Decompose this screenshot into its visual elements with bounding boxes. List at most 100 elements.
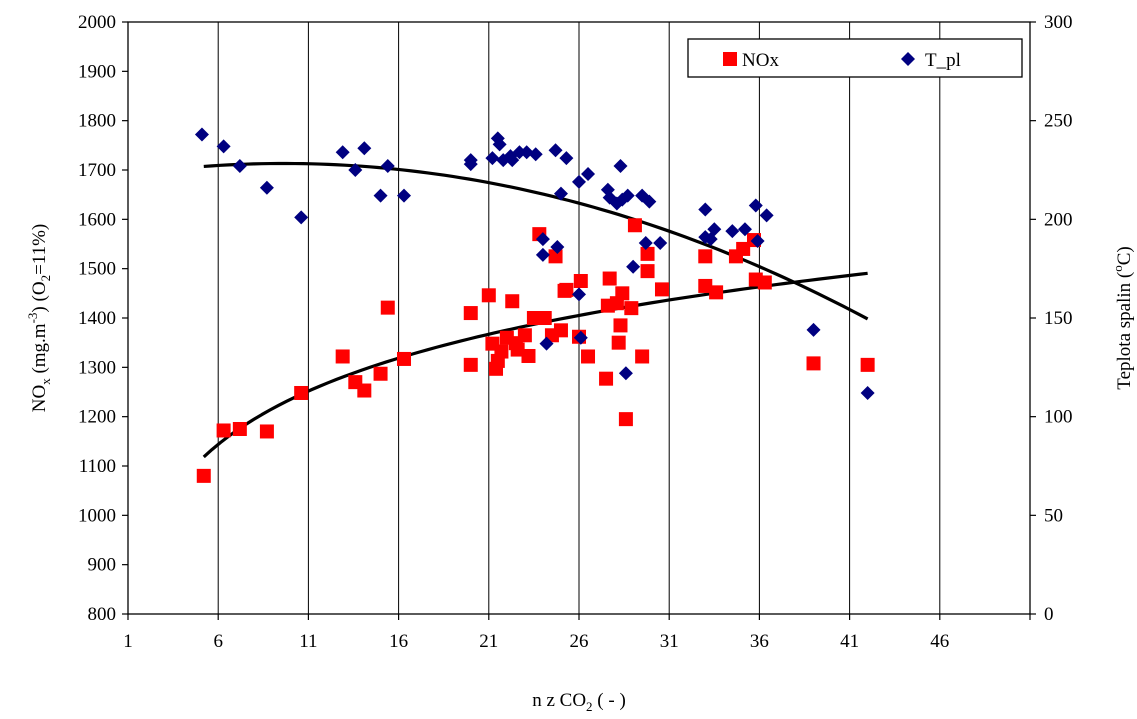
nox-point xyxy=(698,249,713,264)
x-tick-label: 46 xyxy=(930,631,949,652)
nox-point xyxy=(611,335,626,350)
tpl-point xyxy=(707,222,722,237)
x-tick-label: 41 xyxy=(840,631,859,652)
nox-point xyxy=(553,323,568,338)
nox-point xyxy=(736,241,751,256)
tpl-point xyxy=(373,188,388,203)
y-left-tick-label: 1300 xyxy=(78,357,116,378)
tpl-point xyxy=(737,222,752,237)
tpl-point xyxy=(335,145,350,160)
tpl-point xyxy=(759,208,774,223)
tpl-point xyxy=(698,202,713,217)
tpl-point xyxy=(642,194,657,209)
tpl-point xyxy=(463,157,478,172)
x-tick-label: 11 xyxy=(299,631,317,652)
tpl-point xyxy=(572,174,586,189)
nox-point xyxy=(357,383,372,398)
tpl-point xyxy=(559,151,574,166)
nox-point xyxy=(757,275,772,290)
tpl-point xyxy=(216,139,231,154)
y-axis-left-title: NOx (mg.m-3) (O2=11%) xyxy=(25,224,53,413)
tpl-point xyxy=(626,259,641,274)
tpl-point xyxy=(539,336,554,351)
nox-point xyxy=(397,351,412,366)
x-tick-label: 16 xyxy=(389,631,408,652)
nox-point xyxy=(559,282,574,297)
nox-point xyxy=(481,288,496,303)
y-right-tick-label: 200 xyxy=(1044,209,1073,230)
tpl-point xyxy=(380,159,395,174)
nox-point xyxy=(581,349,596,364)
x-tick-label: 21 xyxy=(479,631,498,652)
nox-point xyxy=(537,311,552,325)
tpl-point xyxy=(397,188,412,203)
nox-point xyxy=(602,271,617,286)
legend: NOx T_pl xyxy=(687,38,1023,78)
nox-point xyxy=(196,468,211,483)
tpl-point xyxy=(294,210,309,225)
tpl-trendline xyxy=(203,161,869,321)
tpl-point xyxy=(581,166,596,181)
y-left-tick-label: 2000 xyxy=(78,12,116,33)
legend-label-tpl: T_pl xyxy=(925,50,961,71)
nox-point xyxy=(640,246,655,261)
y-left-tick-label: 1000 xyxy=(78,505,116,526)
nox-point xyxy=(294,385,309,400)
y-left-tick-label: 900 xyxy=(88,555,117,576)
nox-point xyxy=(806,356,821,371)
nox-point xyxy=(259,424,274,439)
legend-label-nox: NOx xyxy=(742,50,779,71)
tpl-point xyxy=(535,232,550,247)
tpl-point xyxy=(573,330,588,345)
tpl-point xyxy=(528,147,543,162)
x-tick-label: 36 xyxy=(750,631,769,652)
nox-point xyxy=(463,306,478,321)
y-left-tick-label: 1100 xyxy=(79,456,116,477)
tpl-point xyxy=(750,234,765,249)
tpl-point xyxy=(572,287,586,302)
legend-box xyxy=(687,38,1023,78)
nox-point xyxy=(517,328,532,343)
nox-point xyxy=(627,218,642,233)
y-left-tick-label: 1800 xyxy=(78,111,116,132)
y-right-tick-label: 150 xyxy=(1044,308,1073,329)
tpl-point xyxy=(357,141,372,156)
tpl-point xyxy=(492,137,507,152)
data-markers xyxy=(194,127,875,483)
y-left-tick-label: 1700 xyxy=(78,160,116,181)
tpl-point xyxy=(505,153,520,168)
nox-point xyxy=(232,422,247,436)
tpl-point xyxy=(535,247,550,262)
tpl-point xyxy=(550,239,565,254)
tpl-point xyxy=(620,188,635,203)
nox-point xyxy=(380,300,395,315)
tpl-point xyxy=(806,322,821,337)
y-left-tick-label: 1500 xyxy=(78,259,116,280)
tpl-point xyxy=(613,159,628,174)
nox-point xyxy=(505,294,520,309)
y-right-tick-label: 250 xyxy=(1044,111,1073,132)
grid xyxy=(217,22,941,614)
y-right-tick-label: 300 xyxy=(1044,12,1073,33)
tpl-point xyxy=(553,186,568,201)
nox-point xyxy=(709,285,724,300)
nox-point xyxy=(615,286,630,301)
x-axis-title: n z CO2 ( - ) xyxy=(532,690,626,714)
y-left-tick-label: 1600 xyxy=(78,209,116,230)
nox-point xyxy=(373,366,388,381)
nox-point xyxy=(654,282,669,297)
nox-point xyxy=(526,311,541,325)
nox-point xyxy=(640,264,655,279)
y-left-tick-label: 800 xyxy=(88,604,117,625)
nox-point xyxy=(618,412,633,427)
nox-point xyxy=(860,357,875,372)
tpl-point xyxy=(232,159,247,174)
tpl-point xyxy=(519,145,534,160)
legend-marker-nox xyxy=(723,52,737,66)
nox-point xyxy=(463,357,478,372)
axis-ticks: 1 6 11 16 21 26 31 36 41 468009001000110012001300… xyxy=(78,12,1073,652)
tpl-point xyxy=(512,145,527,160)
nox-point xyxy=(494,344,509,359)
